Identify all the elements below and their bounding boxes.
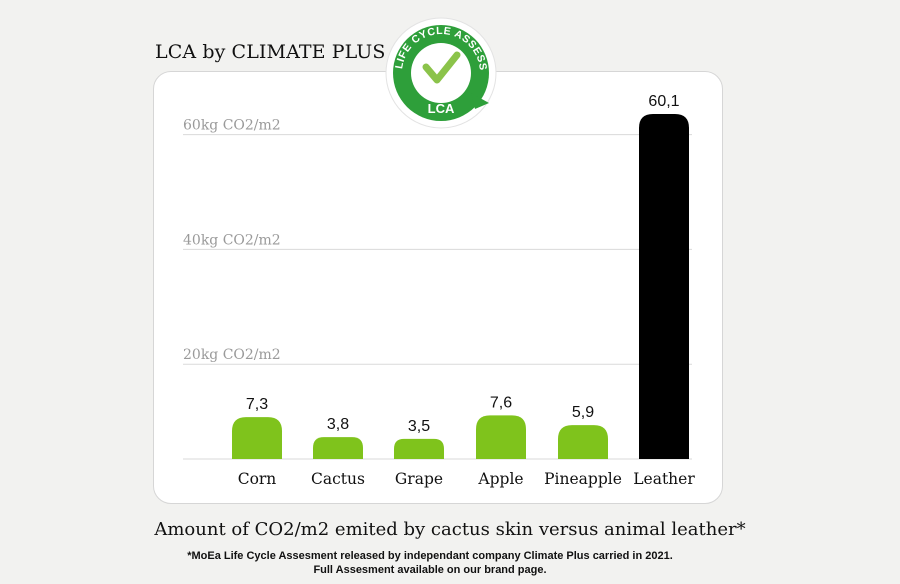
value-label: 7,6 <box>490 394 512 411</box>
bar-cactus <box>313 437 363 459</box>
footnote-line-1: *MoEa Life Cycle Assesment released by i… <box>187 550 673 562</box>
gridline-label: 60kg CO2/m2 <box>183 118 281 134</box>
category-label: Leather <box>633 470 695 488</box>
bar-leather <box>639 114 689 459</box>
category-label: Pineapple <box>544 470 622 488</box>
bar-apple <box>476 415 526 459</box>
badge-center-text: LCA <box>428 101 455 116</box>
gridline-label: 40kg CO2/m2 <box>183 232 281 248</box>
chart-title: LCA by CLIMATE PLUS <box>155 41 386 63</box>
bar-pineapple <box>558 425 608 459</box>
category-label: Grape <box>395 470 443 488</box>
category-label: Cactus <box>311 470 365 488</box>
footnote-line-2: Full Assesment available on our brand pa… <box>313 564 547 576</box>
bars <box>232 114 689 459</box>
bar-corn <box>232 417 282 459</box>
category-label: Corn <box>238 470 277 488</box>
badge-arrow-icon <box>471 93 489 109</box>
value-label: 5,9 <box>572 404 594 421</box>
bar-grape <box>394 438 444 459</box>
labels: 7,3 Corn 3,8 Cactus 3,5 Grape 7,6 Apple 5,9 Pinea… <box>238 93 696 488</box>
value-label: 7,3 <box>246 396 268 413</box>
gridlines: 20kg CO2/m2 40kg CO2/m2 60kg CO2/m2 <box>183 118 692 460</box>
lca-badge-icon: LIFE CYCLE ASSESSMENT LCA <box>385 17 497 129</box>
value-label: 3,8 <box>327 416 349 433</box>
chart-caption: Amount of CO2/m2 emited by cactus skin v… <box>154 519 746 540</box>
category-label: Apple <box>477 470 523 488</box>
gridline-label: 20kg CO2/m2 <box>183 347 281 363</box>
checkmark-icon <box>422 51 461 84</box>
value-label: 3,5 <box>408 418 430 435</box>
value-label: 60,1 <box>648 93 679 110</box>
